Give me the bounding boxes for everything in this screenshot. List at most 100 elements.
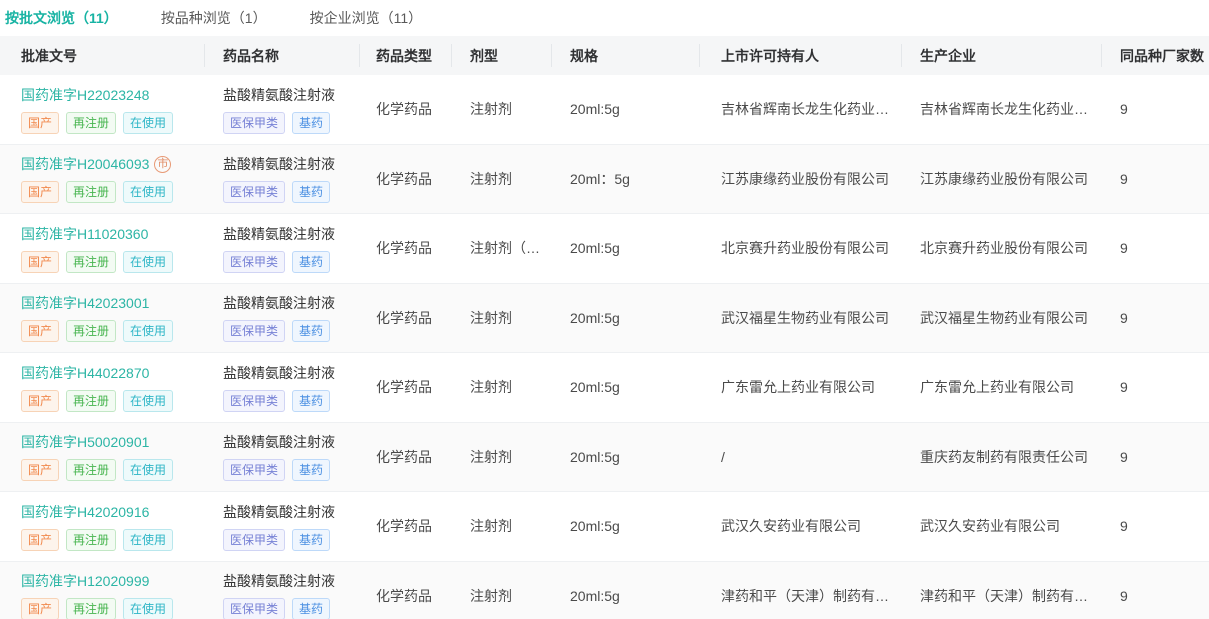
cell-approval-no: 国药准字H42023001 国产 再注册 在使用: [0, 284, 205, 353]
tag-再注册: 再注册: [66, 528, 117, 551]
tag-国产: 国产: [21, 181, 60, 204]
cell-holder: 广东雷允上药业有限公司: [700, 353, 902, 422]
cell-drug-type: 化学药品: [360, 75, 452, 144]
tag-再注册: 再注册: [66, 111, 117, 134]
tag-基药: 基药: [292, 598, 331, 619]
approval-tags: 国产 再注册 在使用: [21, 459, 205, 482]
cell-same-variety-count: 9: [1102, 562, 1209, 619]
approval-number-link[interactable]: 国药准字H42023001: [21, 295, 150, 312]
cell-same-variety-count: 9: [1102, 75, 1209, 144]
tag-国产: 国产: [21, 111, 60, 134]
approval-tags: 国产 再注册 在使用: [21, 528, 205, 551]
same-variety-count-text: 9: [1120, 448, 1128, 465]
cell-drug-type: 化学药品: [360, 214, 452, 283]
holder-text: 吉林省辉南长龙生化药业…: [721, 101, 889, 118]
cell-drug-type: 化学药品: [360, 423, 452, 492]
cell-holder: 武汉福星生物药业有限公司: [700, 284, 902, 353]
same-variety-count-text: 9: [1120, 518, 1128, 535]
cell-holder: 吉林省辉南长龙生化药业…: [700, 75, 902, 144]
cell-approval-no: 国药准字H11020360 国产 再注册 在使用: [0, 214, 205, 283]
cell-holder: 江苏康缘药业股份有限公司: [700, 145, 902, 214]
spec-text: 20ml:5g: [570, 240, 620, 257]
approval-number-link[interactable]: 国药准字H42020916: [21, 503, 150, 520]
cell-manufacturer: 广东雷允上药业有限公司: [902, 353, 1102, 422]
drug-tags: 医保甲类 基药: [223, 181, 360, 204]
circled-marker-icon: 市: [154, 155, 172, 173]
same-variety-count-text: 9: [1120, 240, 1128, 257]
tag-在使用: 在使用: [123, 181, 174, 204]
cell-manufacturer: 津药和平（天津）制药有…: [902, 562, 1102, 619]
drug-name-text: 盐酸精氨酸注射液: [223, 573, 335, 590]
drug-type-text: 化学药品: [376, 518, 432, 535]
approval-number-link[interactable]: 国药准字H20046093: [21, 156, 150, 173]
cell-same-variety-count: 9: [1102, 214, 1209, 283]
same-variety-count-text: 9: [1120, 309, 1128, 326]
cell-drug-name: 盐酸精氨酸注射液 医保甲类 基药: [205, 562, 360, 619]
cell-spec: 20ml:5g: [552, 75, 700, 144]
cell-drug-type: 化学药品: [360, 562, 452, 619]
cell-spec: 20ml:5g: [552, 353, 700, 422]
drug-type-text: 化学药品: [376, 101, 432, 118]
table-row: 国药准字H20046093 市 国产 再注册 在使用 盐酸精氨酸注射液 医保甲类 基药…: [0, 144, 1209, 214]
holder-text: 津药和平（天津）制药有…: [721, 587, 889, 604]
approval-tags: 国产 再注册 在使用: [21, 598, 205, 619]
tag-在使用: 在使用: [123, 320, 174, 343]
cell-holder: 北京赛升药业股份有限公司: [700, 214, 902, 283]
approval-tags: 国产 再注册 在使用: [21, 250, 205, 273]
tag-医保甲类: 医保甲类: [223, 181, 286, 204]
tag-基药: 基药: [292, 389, 331, 412]
tab-by-variety[interactable]: 按品种浏览（1）: [160, 10, 267, 26]
tag-国产: 国产: [21, 528, 60, 551]
spec-text: 20ml：5g: [570, 170, 630, 187]
approval-number-link[interactable]: 国药准字H44022870: [21, 364, 150, 381]
drug-tags: 医保甲类 基药: [223, 111, 360, 134]
drug-name-text: 盐酸精氨酸注射液: [223, 364, 335, 381]
tag-在使用: 在使用: [123, 250, 174, 273]
cell-drug-name: 盐酸精氨酸注射液 医保甲类 基药: [205, 145, 360, 214]
approval-number-link[interactable]: 国药准字H50020901: [21, 434, 150, 451]
table-row: 国药准字H42020916 国产 再注册 在使用 盐酸精氨酸注射液 医保甲类 基药 化…: [0, 492, 1209, 562]
table-row: 国药准字H12020999 国产 再注册 在使用 盐酸精氨酸注射液 医保甲类 基药 化…: [0, 561, 1209, 619]
cell-manufacturer: 北京赛升药业股份有限公司: [902, 214, 1102, 283]
tab-by-enterprise[interactable]: 按企业浏览（11）: [309, 10, 423, 26]
cell-approval-no: 国药准字H22023248 国产 再注册 在使用: [0, 75, 205, 144]
tag-医保甲类: 医保甲类: [223, 598, 286, 619]
cell-approval-no: 国药准字H50020901 国产 再注册 在使用: [0, 423, 205, 492]
manufacturer-text: 津药和平（天津）制药有…: [920, 587, 1088, 604]
column-header-drug-type: 药品类型: [360, 36, 452, 75]
same-variety-count-text: 9: [1120, 587, 1128, 604]
dosage-form-text: 注射剂: [470, 101, 512, 118]
tag-基药: 基药: [292, 181, 331, 204]
holder-text: 武汉久安药业有限公司: [721, 518, 861, 535]
table-row: 国药准字H44022870 国产 再注册 在使用 盐酸精氨酸注射液 医保甲类 基药 化…: [0, 353, 1209, 423]
approval-number-link[interactable]: 国药准字H12020999: [21, 573, 150, 590]
drug-type-text: 化学药品: [376, 448, 432, 465]
manufacturer-text: 北京赛升药业股份有限公司: [920, 240, 1088, 257]
approval-number-link[interactable]: 国药准字H22023248: [21, 86, 150, 103]
cell-drug-type: 化学药品: [360, 353, 452, 422]
drug-tags: 医保甲类 基药: [223, 250, 360, 273]
cell-drug-type: 化学药品: [360, 492, 452, 561]
approval-number-link[interactable]: 国药准字H11020360: [21, 225, 149, 242]
tab-by-approval[interactable]: 按批文浏览（11）: [5, 10, 118, 26]
dosage-form-text: 注射剂: [470, 448, 512, 465]
drug-type-text: 化学药品: [376, 170, 432, 187]
cell-drug-name: 盐酸精氨酸注射液 医保甲类 基药: [205, 492, 360, 561]
tag-医保甲类: 医保甲类: [223, 459, 286, 482]
dosage-form-text: 注射剂: [470, 170, 512, 187]
cell-manufacturer: 吉林省辉南长龙生化药业…: [902, 75, 1102, 144]
spec-text: 20ml:5g: [570, 309, 620, 326]
manufacturer-text: 广东雷允上药业有限公司: [920, 379, 1074, 396]
cell-holder: /: [700, 423, 902, 492]
manufacturer-text: 重庆药友制药有限责任公司: [920, 448, 1088, 465]
cell-spec: 20ml：5g: [552, 145, 700, 214]
approval-tags: 国产 再注册 在使用: [21, 320, 205, 343]
cell-drug-type: 化学药品: [360, 284, 452, 353]
tag-再注册: 再注册: [66, 250, 117, 273]
tag-国产: 国产: [21, 250, 60, 273]
tag-国产: 国产: [21, 459, 60, 482]
cell-approval-no: 国药准字H42020916 国产 再注册 在使用: [0, 492, 205, 561]
drug-name-text: 盐酸精氨酸注射液: [223, 156, 335, 173]
table-row: 国药准字H11020360 国产 再注册 在使用 盐酸精氨酸注射液 医保甲类 基药 化…: [0, 214, 1209, 284]
tag-基药: 基药: [292, 459, 331, 482]
